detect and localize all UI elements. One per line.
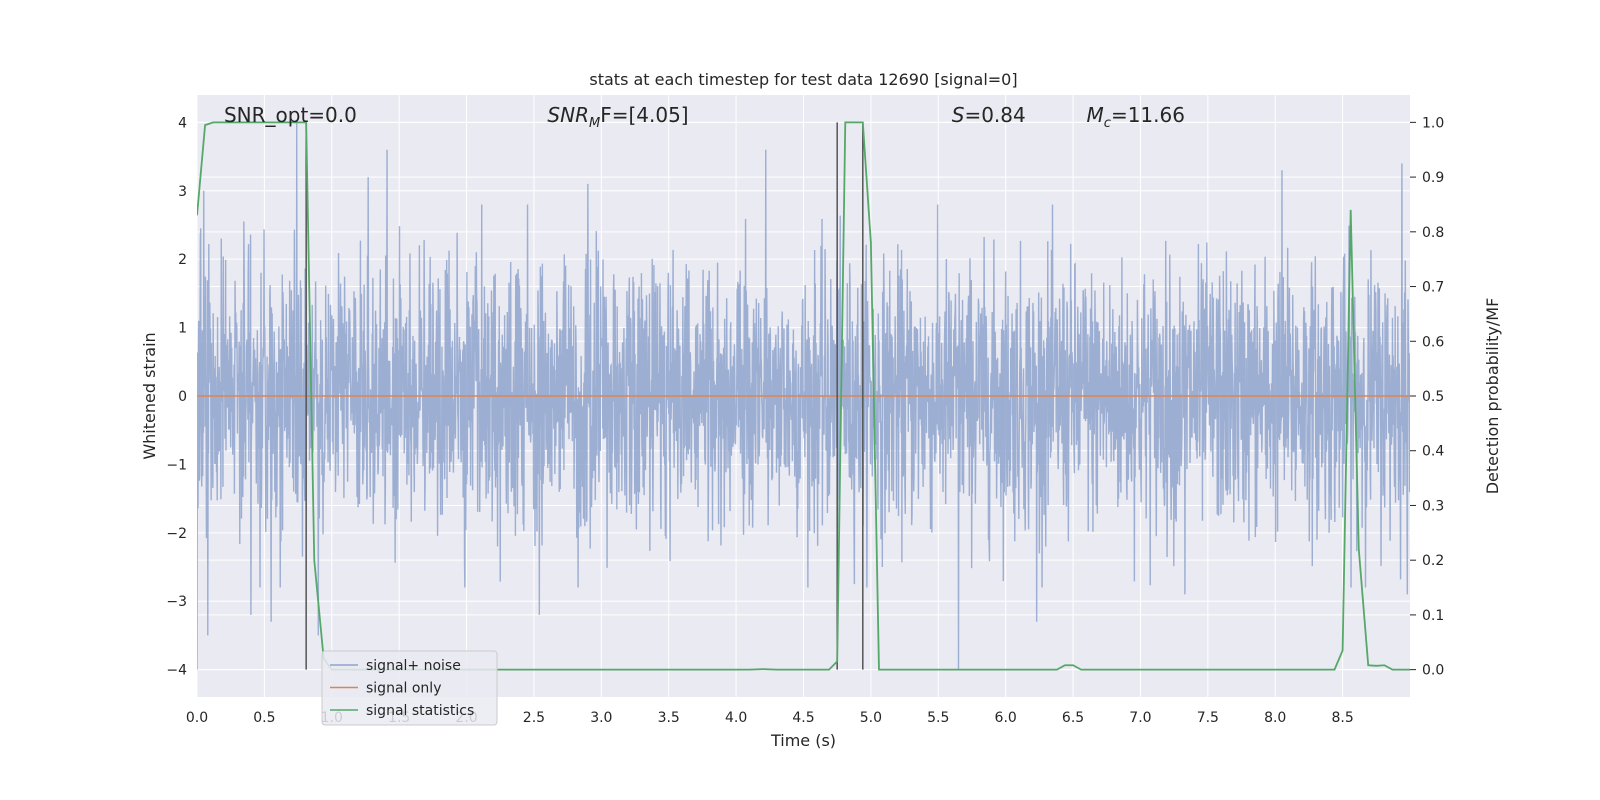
annotation-s-base: S [952,103,965,127]
y-left-tick-label: 1 [178,321,187,337]
x-tick-label: 5.5 [927,710,949,726]
y-right-tick-label: 0.9 [1422,170,1444,186]
y-right-tick-label: 0.4 [1422,444,1444,460]
signal-noise-line [197,122,1410,670]
y-left-tick-label: −2 [166,526,187,542]
x-tick-label: 5.0 [860,710,882,726]
annotations: SNR_opt=0.0 SNRMF=[4.05] S=0.84 Mc=11.66 [224,103,1185,131]
signal-statistics-line [197,121,1410,671]
x-tick-label: 6.5 [1062,710,1084,726]
y-right-tick-label: 0.0 [1422,663,1444,679]
annotation-mc-rest: =11.66 [1111,103,1185,127]
y-right-tick-label: 0.6 [1422,334,1444,350]
chart-title: stats at each timestep for test data 126… [589,70,1017,89]
x-tick-label: 7.0 [1129,710,1151,726]
legend-label-signal-noise: signal+ noise [366,658,461,674]
y-left-tick-label: −4 [166,663,187,679]
y-right-tick-label: 0.3 [1422,498,1444,514]
y-left-tick-label: 2 [178,252,187,268]
x-tick-label: 3.5 [658,710,680,726]
x-tick-label: 8.5 [1331,710,1353,726]
annotation-mc: Mc=11.66 [1087,103,1185,131]
legend-label-signal-only: signal only [366,681,441,697]
x-tick-label: 2.5 [523,710,545,726]
x-tick-label: 0.5 [253,710,275,726]
x-tick-label: 4.5 [792,710,814,726]
x-tick-label: 6.0 [995,710,1017,726]
signal-noise-series [197,122,1410,670]
y-right-tick-label: 1.0 [1422,115,1444,131]
legend: signal+ noise signal only signal statist… [321,650,498,726]
annotation-mc-sub: c [1104,116,1111,131]
x-axis-label: Time (s) [770,731,836,750]
y-axis-left-label: Whitened strain [140,332,159,459]
legend-label-signal-statistics: signal statistics [366,703,474,719]
y-right-tick-label: 0.2 [1422,553,1444,569]
x-tick-label: 7.5 [1197,710,1219,726]
y-left-tick-label: 0 [178,389,187,405]
y-right-tick-label: 0.5 [1422,389,1444,405]
annotation-s-rest: =0.84 [964,103,1025,127]
x-tick-label: 8.0 [1264,710,1286,726]
signal-statistics-series [197,121,1410,671]
y-right-tick-label: 0.7 [1422,280,1444,296]
annotation-snr-mf: SNRMF=[4.05] [547,103,688,131]
x-tick-label: 4.0 [725,710,747,726]
annotation-snr-mf-base: SNR [547,103,589,127]
annotation-snr-opt: SNR_opt=0.0 [224,103,357,127]
annotation-mc-base: M [1087,103,1104,127]
y-left-tick-label: −1 [166,457,187,473]
y-axis-right-label: Detection probability/MF [1483,298,1502,495]
y-right-tick-label: 0.8 [1422,225,1444,241]
x-tick-label: 0.0 [186,710,208,726]
legend-box [321,650,498,726]
y-left-tick-label: 3 [178,184,187,200]
annotation-s: S=0.84 [952,103,1026,127]
y-left-tick-label: −3 [166,594,187,610]
annotation-snr-mf-sub: M [589,116,600,131]
vertical-markers [305,122,864,670]
annotation-snr-mf-rest: F=[4.05] [600,103,688,127]
x-tick-label: 3.0 [590,710,612,726]
y-left-tick-label: 4 [178,115,187,131]
y-right-tick-label: 0.1 [1422,608,1444,624]
